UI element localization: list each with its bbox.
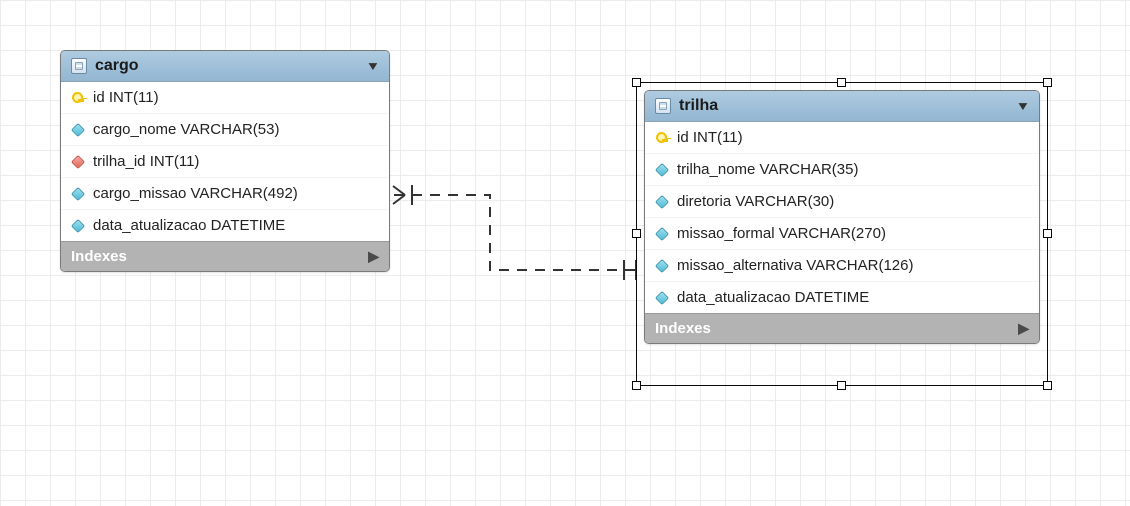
column-icon bbox=[71, 218, 85, 232]
field-row[interactable]: trilha_id INT(11) bbox=[61, 146, 389, 178]
entity-cargo[interactable]: cargo ▼ id INT(11) cargo_nome VARCHAR(53… bbox=[60, 50, 390, 272]
collapse-icon[interactable]: ▼ bbox=[366, 59, 381, 73]
field-row[interactable]: trilha_nome VARCHAR(35) bbox=[645, 154, 1039, 186]
column-icon bbox=[71, 186, 85, 200]
column-icon bbox=[655, 162, 669, 176]
field-label: cargo_missao VARCHAR(492) bbox=[93, 185, 298, 202]
table-icon bbox=[71, 58, 87, 74]
field-label: cargo_nome VARCHAR(53) bbox=[93, 121, 279, 138]
field-label: diretoria VARCHAR(30) bbox=[677, 193, 834, 210]
field-label: missao_alternativa VARCHAR(126) bbox=[677, 257, 913, 274]
resize-handle-nw[interactable] bbox=[632, 78, 641, 87]
field-row[interactable]: missao_alternativa VARCHAR(126) bbox=[645, 250, 1039, 282]
entity-trilha-fields: id INT(11) trilha_nome VARCHAR(35) diret… bbox=[645, 122, 1039, 313]
entity-cargo-indexes[interactable]: Indexes ▶ bbox=[61, 241, 389, 271]
resize-handle-e[interactable] bbox=[1043, 229, 1052, 238]
relationship-from-marker bbox=[393, 185, 412, 205]
field-row[interactable]: missao_formal VARCHAR(270) bbox=[645, 218, 1039, 250]
column-icon bbox=[655, 226, 669, 240]
expand-icon[interactable]: ▶ bbox=[368, 248, 379, 265]
primary-key-icon bbox=[655, 131, 669, 145]
column-icon bbox=[655, 290, 669, 304]
relationship-to-marker bbox=[624, 260, 636, 280]
entity-cargo-fields: id INT(11) cargo_nome VARCHAR(53) trilha… bbox=[61, 82, 389, 241]
field-row[interactable]: id INT(11) bbox=[645, 122, 1039, 154]
er-canvas[interactable]: cargo ▼ id INT(11) cargo_nome VARCHAR(53… bbox=[0, 0, 1130, 506]
field-row[interactable]: diretoria VARCHAR(30) bbox=[645, 186, 1039, 218]
resize-handle-se[interactable] bbox=[1043, 381, 1052, 390]
field-label: data_atualizacao DATETIME bbox=[93, 217, 285, 234]
collapse-icon[interactable]: ▼ bbox=[1016, 99, 1031, 113]
field-label: missao_formal VARCHAR(270) bbox=[677, 225, 886, 242]
primary-key-icon bbox=[71, 91, 85, 105]
entity-cargo-title: cargo bbox=[95, 57, 139, 75]
column-icon bbox=[655, 258, 669, 272]
resize-handle-ne[interactable] bbox=[1043, 78, 1052, 87]
field-label: id INT(11) bbox=[93, 89, 159, 106]
table-icon bbox=[655, 98, 671, 114]
resize-handle-sw[interactable] bbox=[632, 381, 641, 390]
entity-trilha[interactable]: trilha ▼ id INT(11) trilha_nome VARCHAR(… bbox=[644, 90, 1040, 344]
field-row[interactable]: cargo_missao VARCHAR(492) bbox=[61, 178, 389, 210]
indexes-label: Indexes bbox=[71, 248, 127, 265]
field-label: trilha_id INT(11) bbox=[93, 153, 199, 170]
entity-trilha-indexes[interactable]: Indexes ▶ bbox=[645, 313, 1039, 343]
entity-cargo-header[interactable]: cargo ▼ bbox=[61, 51, 389, 82]
resize-handle-n[interactable] bbox=[837, 78, 846, 87]
foreign-key-icon bbox=[71, 154, 85, 168]
field-row[interactable]: data_atualizacao DATETIME bbox=[645, 282, 1039, 313]
entity-trilha-header[interactable]: trilha ▼ bbox=[645, 91, 1039, 122]
resize-handle-w[interactable] bbox=[632, 229, 641, 238]
field-row[interactable]: data_atualizacao DATETIME bbox=[61, 210, 389, 241]
relationship-path bbox=[394, 195, 640, 270]
column-icon bbox=[655, 194, 669, 208]
column-icon bbox=[71, 122, 85, 136]
field-label: trilha_nome VARCHAR(35) bbox=[677, 161, 858, 178]
entity-trilha-title: trilha bbox=[679, 97, 718, 115]
field-label: id INT(11) bbox=[677, 129, 743, 146]
expand-icon[interactable]: ▶ bbox=[1018, 320, 1029, 337]
field-row[interactable]: id INT(11) bbox=[61, 82, 389, 114]
indexes-label: Indexes bbox=[655, 320, 711, 337]
field-row[interactable]: cargo_nome VARCHAR(53) bbox=[61, 114, 389, 146]
field-label: data_atualizacao DATETIME bbox=[677, 289, 869, 306]
resize-handle-s[interactable] bbox=[837, 381, 846, 390]
